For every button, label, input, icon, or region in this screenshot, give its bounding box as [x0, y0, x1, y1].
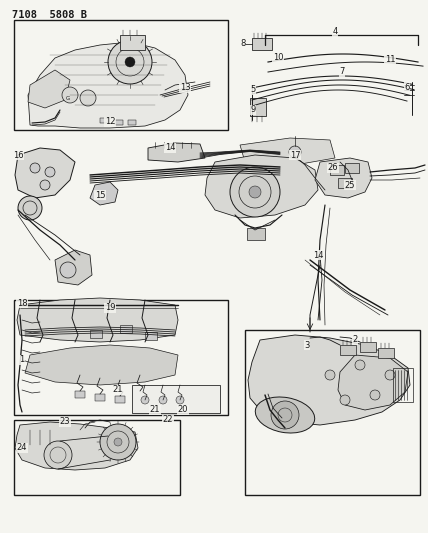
Polygon shape [28, 42, 188, 128]
Bar [115, 120, 123, 125]
Text: 9: 9 [250, 106, 256, 115]
Bar [132, 385, 220, 413]
Circle shape [176, 396, 184, 404]
Text: G: G [66, 95, 70, 101]
Text: 21: 21 [150, 406, 160, 415]
Text: 1: 1 [19, 356, 25, 365]
Circle shape [40, 180, 50, 190]
Circle shape [271, 401, 299, 429]
Bar [135, 391, 145, 398]
Bar [14, 420, 180, 495]
Bar [75, 391, 85, 398]
Text: 19: 19 [105, 303, 115, 312]
Text: 15: 15 [95, 190, 105, 199]
Bar [100, 118, 108, 123]
Circle shape [289, 146, 301, 158]
Text: 21: 21 [113, 385, 123, 394]
Polygon shape [15, 422, 138, 470]
Text: 8: 8 [240, 38, 246, 47]
Text: 3: 3 [304, 341, 310, 350]
Circle shape [100, 424, 136, 460]
Circle shape [30, 163, 40, 173]
Circle shape [141, 396, 149, 404]
Text: 17: 17 [290, 150, 300, 159]
Bar [338, 178, 352, 188]
Bar [340, 345, 356, 355]
Bar [14, 20, 228, 130]
Circle shape [108, 40, 152, 84]
Bar [145, 332, 157, 340]
Text: 23: 23 [59, 417, 70, 426]
Bar [90, 330, 102, 338]
Bar [250, 98, 266, 116]
Circle shape [60, 262, 76, 278]
Bar [120, 325, 132, 333]
Text: 6: 6 [404, 83, 410, 92]
Polygon shape [28, 70, 70, 108]
Bar [247, 228, 265, 240]
Bar [128, 120, 136, 125]
Text: 14: 14 [165, 143, 175, 152]
Ellipse shape [255, 397, 315, 433]
Circle shape [340, 395, 350, 405]
Bar [345, 163, 359, 173]
Circle shape [385, 370, 395, 380]
Polygon shape [338, 355, 408, 410]
Circle shape [45, 167, 55, 177]
Polygon shape [25, 345, 178, 385]
Circle shape [230, 167, 280, 217]
Text: 18: 18 [17, 298, 27, 308]
Circle shape [125, 57, 135, 67]
Bar [378, 348, 394, 358]
Polygon shape [148, 143, 205, 162]
Text: 25: 25 [345, 181, 355, 190]
Bar [393, 368, 413, 402]
Bar [245, 330, 420, 495]
Text: 5: 5 [250, 85, 256, 94]
Circle shape [44, 441, 72, 469]
Text: 7: 7 [339, 68, 345, 77]
Bar [95, 394, 105, 401]
Text: 24: 24 [17, 443, 27, 453]
Polygon shape [55, 250, 92, 285]
Text: 14: 14 [313, 251, 323, 260]
Text: 4: 4 [333, 28, 338, 36]
Circle shape [249, 186, 261, 198]
Bar [115, 396, 125, 403]
Circle shape [325, 370, 335, 380]
Polygon shape [240, 138, 335, 165]
Text: 22: 22 [163, 416, 173, 424]
Text: 26: 26 [328, 164, 338, 173]
Text: 13: 13 [180, 84, 190, 93]
Bar [252, 38, 272, 50]
Text: 11: 11 [385, 55, 395, 64]
Circle shape [18, 196, 42, 220]
Polygon shape [90, 182, 118, 205]
Polygon shape [248, 335, 410, 425]
Circle shape [62, 87, 78, 103]
Text: 10: 10 [273, 53, 283, 62]
Polygon shape [205, 155, 318, 218]
Circle shape [159, 396, 167, 404]
Polygon shape [17, 298, 178, 342]
Circle shape [370, 390, 380, 400]
Bar [360, 342, 376, 352]
Circle shape [114, 438, 122, 446]
Circle shape [355, 360, 365, 370]
Text: 16: 16 [13, 150, 23, 159]
Polygon shape [315, 158, 372, 198]
Bar [330, 165, 344, 175]
Bar [120, 35, 145, 50]
Text: 20: 20 [178, 406, 188, 415]
Text: 12: 12 [105, 117, 115, 126]
Polygon shape [15, 148, 75, 198]
Circle shape [80, 90, 96, 106]
Bar [14, 300, 228, 415]
Text: 7108  5808 B: 7108 5808 B [12, 10, 87, 20]
Text: 2: 2 [352, 335, 358, 344]
